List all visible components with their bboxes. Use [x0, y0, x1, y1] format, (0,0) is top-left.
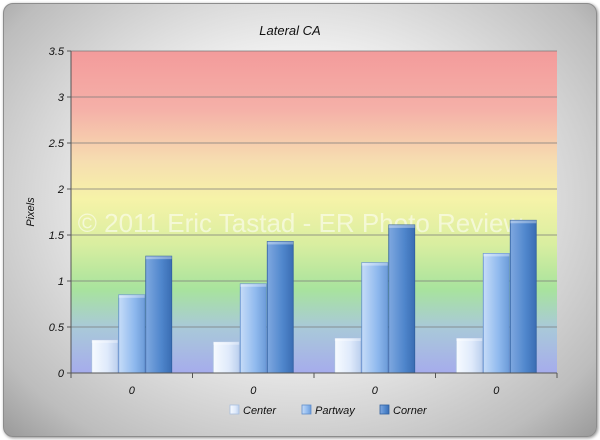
- bar-center-4: [455, 337, 483, 374]
- bar-highlight: [91, 339, 118, 343]
- y-tick-label: 1.5: [49, 230, 65, 242]
- bar-partway-4: [482, 252, 510, 374]
- y-tick-label: 0.5: [49, 322, 65, 334]
- bar-center-1: [91, 339, 119, 374]
- x-tick-label: 0: [493, 385, 500, 397]
- bar-highlight: [240, 283, 267, 287]
- y-axis-ticks: 0 0.5 1 1.5 2 2.5 3 3.5: [48, 46, 71, 380]
- bar-center-2: [212, 341, 240, 374]
- legend-label-corner: Corner: [393, 405, 428, 417]
- y-axis-label: Pixels: [25, 197, 37, 227]
- bar-corner-2: [266, 241, 294, 374]
- y-tick-label: 3: [58, 92, 65, 104]
- legend-swatch-center: [229, 404, 240, 415]
- watermark: © 2011 Eric Tastad - ER Photo Review: [78, 208, 523, 238]
- bar-highlight: [361, 262, 388, 266]
- y-tick-label: 3.5: [49, 46, 65, 58]
- legend-label-partway: Partway: [315, 405, 356, 417]
- x-tick-label: 0: [372, 385, 379, 397]
- y-tick-label: 2: [57, 184, 64, 196]
- legend-swatch-partway: [301, 404, 312, 415]
- bar-partway-1: [118, 294, 146, 374]
- bar-highlight: [483, 253, 510, 257]
- bar-highlight: [334, 338, 361, 342]
- x-tick-label: 0: [129, 385, 136, 397]
- y-tick-label: 1: [58, 276, 64, 288]
- legend-label-center: Center: [243, 405, 277, 417]
- y-tick-label: 0: [58, 368, 65, 380]
- bars: [91, 219, 537, 374]
- legend-swatch-corner: [379, 404, 390, 415]
- bar-highlight: [388, 224, 415, 228]
- legend: Center Partway Corner: [229, 404, 428, 417]
- x-tick-label: 0: [250, 385, 257, 397]
- bar-corner-1: [145, 255, 173, 374]
- bar-partway-2: [239, 283, 267, 374]
- y-tick-label: 2.5: [48, 138, 65, 150]
- bar-center-3: [334, 337, 362, 374]
- bar-highlight: [118, 294, 145, 298]
- bar-corner-3: [388, 224, 416, 374]
- x-axis-ticks: 0 0 0 0: [70, 373, 558, 397]
- bar-partway-3: [361, 262, 389, 374]
- bar-corner-4: [509, 219, 537, 374]
- bar-highlight: [213, 341, 240, 345]
- bar-highlight: [267, 241, 294, 245]
- chart-title: Lateral CA: [259, 23, 320, 38]
- bar-highlight: [456, 338, 483, 342]
- bar-highlight: [510, 220, 537, 224]
- bar-highlight: [145, 256, 172, 260]
